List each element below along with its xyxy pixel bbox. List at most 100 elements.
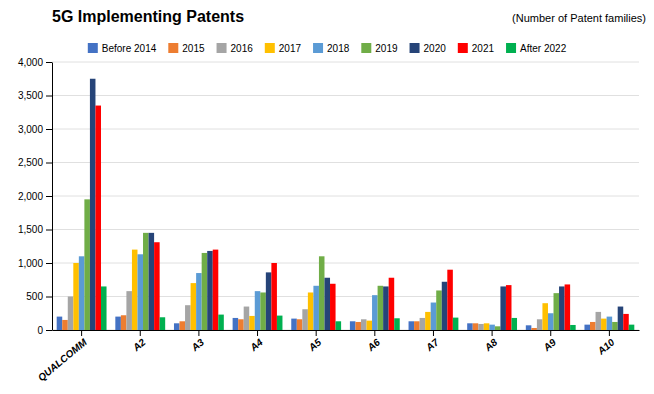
legend-swatch <box>410 43 420 53</box>
legend-item: 2020 <box>410 43 447 54</box>
grid-line <box>52 162 639 163</box>
legend-item: 2019 <box>361 43 398 54</box>
legend-label: 2016 <box>231 43 254 54</box>
tick: A4 <box>247 330 265 354</box>
bar <box>414 321 420 330</box>
legend-item: After 2022 <box>506 43 567 54</box>
legend-swatch <box>217 43 227 53</box>
tick: A3 <box>188 330 206 354</box>
tick-label: 500 <box>26 291 43 302</box>
bar <box>233 318 239 330</box>
bar <box>425 312 431 330</box>
bar <box>584 325 590 330</box>
tick-mark <box>374 330 375 336</box>
bars <box>57 79 635 330</box>
bar <box>68 297 74 331</box>
tick: A7 <box>423 330 441 354</box>
bar <box>484 323 490 330</box>
legend-label: 2021 <box>472 43 495 54</box>
tick-label: 1,500 <box>18 224 43 235</box>
title: 5G Implementing Patents <box>52 8 244 25</box>
bar <box>526 325 532 330</box>
legend-swatch <box>458 43 468 53</box>
legend-swatch <box>313 43 323 53</box>
tick-mark <box>46 330 52 331</box>
bar <box>394 318 400 330</box>
series <box>90 79 623 330</box>
series <box>101 286 634 330</box>
tick-mark <box>46 129 52 130</box>
bar <box>324 278 330 330</box>
bar <box>126 291 132 330</box>
legend-label: After 2022 <box>520 43 567 54</box>
bar <box>383 286 389 330</box>
bar <box>420 318 426 330</box>
tick-label: 0 <box>37 325 43 336</box>
tick-mark <box>257 330 258 336</box>
bar <box>101 286 107 330</box>
bar <box>218 315 224 330</box>
legend-swatch <box>168 43 178 53</box>
tick-label: 2,000 <box>18 191 43 202</box>
bar <box>453 318 459 330</box>
bar <box>467 323 473 330</box>
bar <box>361 319 367 330</box>
bar <box>623 314 629 330</box>
legend-item: Before 2014 <box>88 43 157 54</box>
tick-mark <box>46 62 52 63</box>
tick-mark <box>46 297 52 298</box>
bar <box>73 263 79 330</box>
legend-swatch <box>361 43 371 53</box>
tick-mark <box>46 230 52 231</box>
bar <box>260 292 266 330</box>
plot: 05001,0001,5002,0002,5003,0003,5004,000Q… <box>18 57 640 384</box>
legend-item: 2015 <box>168 43 205 54</box>
bar <box>554 293 560 330</box>
tick-label: A7 <box>423 336 441 354</box>
legend-item: 2021 <box>458 43 495 54</box>
tick-mark <box>46 263 52 264</box>
tick-mark <box>81 330 82 336</box>
bar <box>255 291 261 330</box>
legend-item: 2017 <box>265 43 302 54</box>
bar <box>570 325 576 330</box>
bar <box>409 321 415 330</box>
bar <box>137 254 143 330</box>
tick: QUALCOMM <box>36 330 90 383</box>
tick-label: QUALCOMM <box>36 336 90 383</box>
bar <box>506 285 512 330</box>
bar <box>447 270 453 330</box>
bar <box>431 303 437 330</box>
tick-mark <box>492 330 493 336</box>
tick: A8 <box>482 330 500 354</box>
bar <box>355 322 361 330</box>
legend-swatch <box>265 43 275 53</box>
tick: 3,500 <box>18 90 52 101</box>
grid-line <box>52 196 639 197</box>
bar <box>132 250 138 330</box>
legend-swatch <box>506 43 516 53</box>
bar <box>607 317 613 330</box>
bar <box>249 316 255 330</box>
bar <box>79 256 85 330</box>
tick-label: 1,000 <box>18 258 43 269</box>
tick-mark <box>433 330 434 336</box>
bar <box>531 328 537 330</box>
tick-label: 4,000 <box>18 57 43 68</box>
bar <box>266 272 272 330</box>
bar <box>271 263 277 330</box>
legend-label: 2019 <box>375 43 398 54</box>
bar <box>121 315 127 330</box>
bar <box>511 318 517 330</box>
axis-line <box>52 63 53 331</box>
tick: 0 <box>37 325 52 336</box>
bar <box>378 286 384 330</box>
bar <box>84 199 90 330</box>
tick-mark <box>46 96 52 97</box>
legend-label: 2018 <box>327 43 350 54</box>
bar <box>559 286 565 330</box>
grid-line <box>52 95 639 96</box>
tick-label: A10 <box>595 336 617 357</box>
legend-label: 2020 <box>424 43 447 54</box>
bar <box>160 317 166 330</box>
